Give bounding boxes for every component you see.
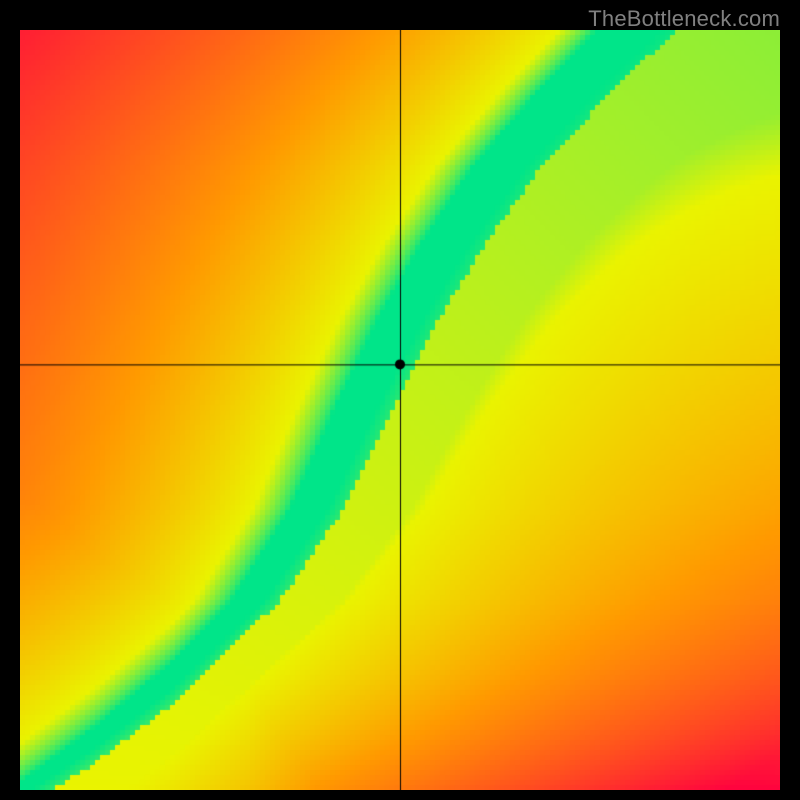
heatmap-plot	[20, 30, 780, 790]
heatmap-canvas	[20, 30, 780, 790]
watermark-text: TheBottleneck.com	[588, 6, 780, 32]
chart-container: TheBottleneck.com	[0, 0, 800, 800]
